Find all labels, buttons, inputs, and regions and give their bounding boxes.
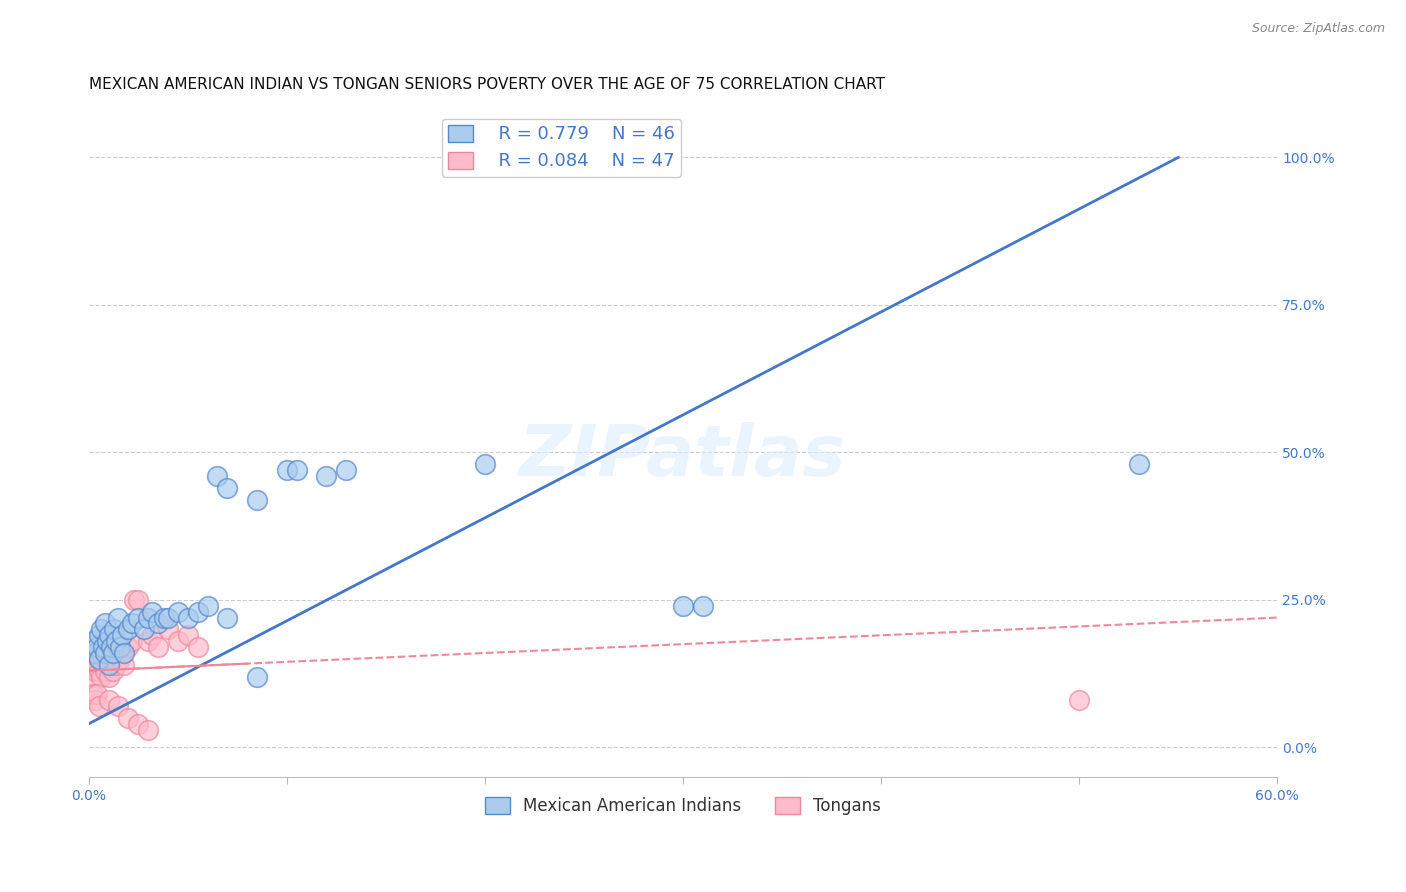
Point xyxy=(82,670,104,684)
Point xyxy=(136,610,159,624)
Point xyxy=(82,634,104,648)
Point xyxy=(103,652,125,666)
Point xyxy=(83,646,105,660)
Point xyxy=(100,646,122,660)
Point xyxy=(146,640,169,654)
Point xyxy=(285,463,308,477)
Point xyxy=(156,610,179,624)
Point xyxy=(136,723,159,737)
Point xyxy=(156,623,179,637)
Point xyxy=(96,634,118,648)
Point xyxy=(117,640,139,654)
Point xyxy=(134,623,156,637)
Point xyxy=(101,646,124,660)
Point xyxy=(100,640,122,654)
Point xyxy=(91,652,114,666)
Point xyxy=(83,693,105,707)
Point xyxy=(167,605,190,619)
Text: ZIPatlas: ZIPatlas xyxy=(519,423,846,491)
Point xyxy=(474,457,496,471)
Point xyxy=(87,652,110,666)
Point xyxy=(1128,457,1150,471)
Point xyxy=(86,687,108,701)
Point xyxy=(87,664,110,678)
Point xyxy=(101,664,124,678)
Point xyxy=(692,599,714,613)
Point xyxy=(93,616,115,631)
Point xyxy=(117,711,139,725)
Point xyxy=(110,640,132,654)
Point xyxy=(187,640,209,654)
Point xyxy=(97,657,120,672)
Point xyxy=(335,463,357,477)
Point xyxy=(105,657,128,672)
Point xyxy=(112,657,135,672)
Point xyxy=(177,610,200,624)
Point xyxy=(124,593,146,607)
Point xyxy=(82,687,104,701)
Point xyxy=(97,670,120,684)
Point xyxy=(177,628,200,642)
Point xyxy=(121,616,143,631)
Point xyxy=(146,616,169,631)
Point xyxy=(107,699,129,714)
Point xyxy=(93,664,115,678)
Point xyxy=(207,469,229,483)
Point xyxy=(276,463,298,477)
Point xyxy=(197,599,219,613)
Point xyxy=(111,628,134,642)
Point xyxy=(127,610,149,624)
Point xyxy=(127,716,149,731)
Point xyxy=(86,646,108,660)
Point xyxy=(111,646,134,660)
Point xyxy=(107,640,129,654)
Point xyxy=(83,652,105,666)
Point xyxy=(217,481,239,495)
Point xyxy=(91,640,114,654)
Point xyxy=(315,469,337,483)
Point xyxy=(136,634,159,648)
Point xyxy=(87,699,110,714)
Point xyxy=(672,599,695,613)
Point xyxy=(82,646,104,660)
Point xyxy=(87,628,110,642)
Point xyxy=(97,657,120,672)
Point xyxy=(97,693,120,707)
Point xyxy=(187,605,209,619)
Title: MEXICAN AMERICAN INDIAN VS TONGAN SENIORS POVERTY OVER THE AGE OF 75 CORRELATION: MEXICAN AMERICAN INDIAN VS TONGAN SENIOR… xyxy=(89,78,884,93)
Legend: Mexican American Indians, Tongans: Mexican American Indians, Tongans xyxy=(478,790,887,822)
Point xyxy=(96,652,118,666)
Point xyxy=(107,610,129,624)
Point xyxy=(141,628,163,642)
Point xyxy=(86,657,108,672)
Point xyxy=(90,646,112,660)
Point xyxy=(80,657,103,672)
Point xyxy=(1069,693,1091,707)
Point xyxy=(86,640,108,654)
Point xyxy=(93,646,115,660)
Point xyxy=(112,646,135,660)
Point xyxy=(121,634,143,648)
Point xyxy=(141,605,163,619)
Point xyxy=(105,634,128,648)
Point xyxy=(90,670,112,684)
Point xyxy=(90,623,112,637)
Point xyxy=(153,610,176,624)
Point xyxy=(167,634,190,648)
Point xyxy=(83,664,105,678)
Point xyxy=(87,652,110,666)
Point xyxy=(246,492,269,507)
Point xyxy=(117,623,139,637)
Point xyxy=(91,657,114,672)
Point xyxy=(97,628,120,642)
Point xyxy=(110,652,132,666)
Point xyxy=(127,593,149,607)
Text: Source: ZipAtlas.com: Source: ZipAtlas.com xyxy=(1251,22,1385,36)
Point xyxy=(217,610,239,624)
Point xyxy=(103,623,125,637)
Point xyxy=(246,670,269,684)
Point xyxy=(93,646,115,660)
